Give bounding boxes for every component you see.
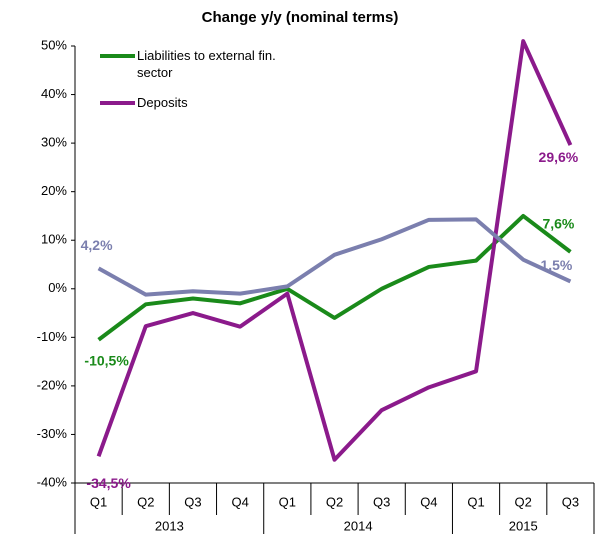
x-tick-label: Q1 xyxy=(90,494,107,509)
x-tick-label: Q4 xyxy=(231,494,248,509)
y-tick-label: -10% xyxy=(37,329,68,344)
y-tick-label: 10% xyxy=(41,232,67,247)
y-tick-label: 0% xyxy=(48,280,67,295)
x-group-label: 2015 xyxy=(509,518,538,533)
legend-label: Liabilities to external fin. sector xyxy=(137,48,276,80)
y-tick-label: -40% xyxy=(37,474,68,489)
y-tick-label: 30% xyxy=(41,135,67,150)
y-tick-label: -20% xyxy=(37,377,68,392)
x-tick-label: Q2 xyxy=(515,494,532,509)
y-tick-label: 40% xyxy=(41,86,67,101)
x-group-label: 2014 xyxy=(344,518,373,533)
data-label: 4,2% xyxy=(81,237,113,253)
x-tick-label: Q3 xyxy=(373,494,390,509)
y-tick-label: -30% xyxy=(37,426,68,441)
x-tick-label: Q1 xyxy=(279,494,296,509)
data-label: -34,5% xyxy=(86,475,131,491)
legend-label: Deposits xyxy=(137,95,188,110)
x-tick-label: Q4 xyxy=(420,494,437,509)
y-tick-label: 50% xyxy=(41,37,67,52)
series-line xyxy=(97,217,572,297)
series-line xyxy=(97,213,572,342)
y-tick-label: 20% xyxy=(41,183,67,198)
data-label: 1,5% xyxy=(540,257,572,273)
chart-title: Change y/y (nominal terms) xyxy=(202,9,399,26)
x-tick-label: Q3 xyxy=(184,494,201,509)
data-label: 7,6% xyxy=(542,216,574,232)
x-tick-label: Q1 xyxy=(467,494,484,509)
series-line xyxy=(96,39,573,462)
x-tick-label: Q2 xyxy=(137,494,154,509)
data-label: -10,5% xyxy=(84,352,129,368)
x-tick-label: Q2 xyxy=(326,494,343,509)
x-group-label: 2013 xyxy=(155,518,184,533)
data-label: 29,6% xyxy=(539,149,579,165)
x-tick-label: Q3 xyxy=(562,494,579,509)
